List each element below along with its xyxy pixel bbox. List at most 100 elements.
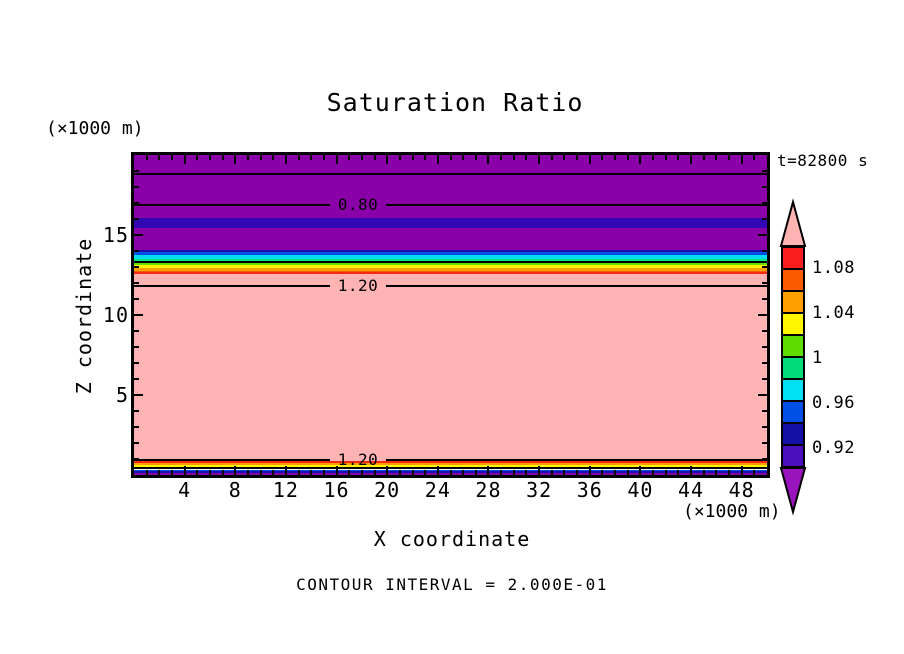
colorbar-arrows (779, 198, 807, 516)
axis-tick (134, 346, 139, 348)
colorbar-box (783, 446, 803, 466)
axis-tick (758, 394, 767, 396)
x-tick-label: 20 (374, 478, 401, 502)
axis-tick (664, 470, 667, 475)
axis-tick (614, 155, 617, 160)
contour-line (386, 459, 767, 461)
axis-tick (690, 155, 693, 164)
color-band (134, 228, 767, 250)
axis-tick (158, 155, 161, 160)
axis-tick (196, 470, 199, 475)
axis-tick (272, 470, 275, 475)
axis-tick (134, 282, 139, 284)
color-band (134, 461, 767, 463)
axis-tick (134, 314, 143, 316)
y-tick-label: 10 (102, 303, 129, 327)
axis-tick (626, 155, 629, 160)
colorbar-box (783, 424, 803, 446)
axis-tick (134, 362, 139, 364)
contour-line (386, 204, 767, 206)
axis-tick (728, 155, 731, 160)
axis-tick (373, 155, 376, 160)
contour-line (134, 466, 767, 469)
color-band (134, 259, 767, 262)
axis-tick (762, 378, 767, 380)
y-tick-label: 5 (115, 383, 129, 407)
axis-tick (134, 410, 139, 412)
axis-tick (525, 470, 528, 475)
axis-tick (246, 470, 249, 475)
axis-tick (272, 155, 275, 160)
axis-tick (134, 234, 143, 236)
axis-tick (758, 234, 767, 236)
axis-tick (234, 466, 237, 475)
axis-tick (335, 466, 338, 475)
colorbar-label: 0.92 (812, 438, 855, 458)
color-band (134, 262, 767, 265)
axis-tick (145, 470, 148, 475)
axis-tick (436, 466, 439, 475)
axis-tick (411, 155, 414, 160)
axis-tick (158, 470, 161, 475)
axis-tick (762, 346, 767, 348)
axis-tick (170, 470, 173, 475)
x-tick-label: 36 (576, 478, 603, 502)
axis-tick (398, 155, 401, 160)
x-tick-label: 16 (323, 478, 350, 502)
axis-tick (762, 218, 767, 220)
colorbar-box (783, 292, 803, 314)
axis-tick (322, 470, 325, 475)
colorbar-box (783, 314, 803, 336)
colorbar-box (783, 358, 803, 380)
axis-tick (538, 466, 541, 475)
axis-tick (753, 470, 756, 475)
axis-tick (221, 470, 224, 475)
y-tick-label: 15 (102, 223, 129, 247)
axis-tick (500, 470, 503, 475)
axis-tick (335, 155, 338, 164)
axis-tick (728, 470, 731, 475)
contour-interval-note: CONTOUR INTERVAL = 2.000E-01 (296, 575, 608, 594)
axis-tick (762, 298, 767, 300)
axis-tick (183, 155, 186, 164)
contour-label: 1.20 (337, 276, 379, 295)
axis-tick (715, 470, 718, 475)
axis-tick (234, 155, 237, 164)
axis-tick (563, 155, 566, 160)
axis-tick (762, 410, 767, 412)
axis-tick (170, 155, 173, 160)
axis-tick (310, 470, 313, 475)
chart-title: Saturation Ratio (326, 88, 584, 117)
plot-area: 0.80 1.20 1.20 (131, 152, 770, 478)
axis-tick (762, 170, 767, 172)
color-band (134, 255, 767, 259)
axis-tick (449, 470, 452, 475)
axis-tick (462, 470, 465, 475)
axis-tick (474, 470, 477, 475)
contour-line (386, 285, 767, 287)
time-annotation: t=82800 s (777, 151, 869, 170)
axis-tick (134, 394, 143, 396)
axis-tick (487, 466, 490, 475)
axis-tick (474, 155, 477, 160)
x-tick-label: 12 (272, 478, 299, 502)
x-tick-label: 44 (677, 478, 705, 502)
axis-tick (436, 155, 439, 164)
axis-tick (500, 155, 503, 160)
color-band (134, 249, 767, 252)
colorbar-label: 1 (812, 348, 823, 368)
colorbar (781, 246, 805, 468)
axis-tick (588, 466, 591, 475)
axis-tick (134, 458, 139, 460)
axis-tick (208, 470, 211, 475)
axis-tick (740, 155, 743, 164)
axis-tick (762, 330, 767, 332)
color-band (134, 463, 767, 465)
colorbar-label: 1.04 (812, 303, 855, 323)
axis-tick (134, 442, 139, 444)
axis-tick (134, 218, 139, 220)
axis-tick (183, 466, 186, 475)
axis-tick (134, 330, 139, 332)
colorbar-box (783, 402, 803, 424)
axis-tick (360, 155, 363, 160)
